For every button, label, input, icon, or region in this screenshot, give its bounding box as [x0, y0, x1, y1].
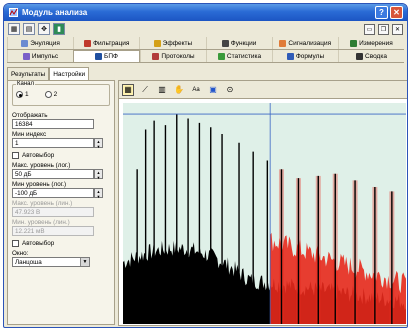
- layout-icon[interactable]: ▤: [23, 23, 35, 35]
- min-level-log-spinner[interactable]: ▲ ▼: [94, 188, 103, 199]
- module-icon: [22, 52, 30, 60]
- channel-label: Канал: [16, 81, 35, 87]
- tab-label: Статистика: [226, 52, 262, 60]
- module-icon: [21, 39, 29, 47]
- tab-settings[interactable]: Настройки: [49, 67, 90, 80]
- spectrum-panel: ▦ ⟋ ▥ ✋ Aa ▣ ⊙: [118, 80, 407, 326]
- module-tabs: Энуляция Фильтрация Эффекты Функции Сигнализ…: [4, 37, 407, 64]
- min-level-log-input[interactable]: -100 дБ ▲ ▼: [12, 188, 103, 199]
- analysis-module-window: Модуль анализа ? ✕ ▦ ▤ ✥ ▮ ▭ ❐ ✕ Энуляци…: [3, 3, 408, 328]
- module-icon: [286, 52, 294, 60]
- tab-label: Импульс: [31, 52, 59, 60]
- min-index-label: Мин индекс: [12, 131, 47, 138]
- channel-1-radio[interactable]: 1: [16, 91, 29, 98]
- min-level-log-label: Мин уровень (лог.): [12, 181, 67, 188]
- display-input[interactable]: 16384: [12, 119, 94, 129]
- cursor-icon[interactable]: ✋: [174, 85, 184, 94]
- tab-1[interactable]: Фильтрация: [73, 37, 139, 49]
- chart-toolbar: ▦ ⟋ ▥ ✋ Aa ▣ ⊙: [119, 81, 407, 99]
- table-icon[interactable]: ▦: [8, 23, 20, 35]
- window-icon[interactable]: ▣: [209, 85, 217, 94]
- max-level-lin-label: Макс. уровень (лин.): [12, 200, 73, 207]
- autoselect-1-checkbox[interactable]: Автовыбор: [12, 151, 110, 159]
- tab-label: Сводка: [365, 52, 387, 60]
- settings-body: Канал 1 2 Отображать 16384 Мин индекс 1 ▲…: [7, 80, 115, 325]
- tab-results[interactable]: Результаты: [7, 67, 50, 80]
- line-chart-icon[interactable]: ⟋: [142, 84, 148, 94]
- channel-2-radio[interactable]: 2: [44, 91, 57, 98]
- panel-subtabs: Результаты Настройки: [7, 67, 115, 80]
- help-button[interactable]: ?: [375, 6, 388, 19]
- tab-10[interactable]: Формулы: [272, 50, 338, 62]
- max-level-log-spinner[interactable]: ▲ ▼: [94, 169, 103, 180]
- tab-label: Энуляция: [30, 39, 60, 47]
- tab-label: Фильтрация: [93, 39, 130, 47]
- module-icon: [84, 39, 92, 47]
- settings-panel: Результаты Настройки Канал 1 2 Отображат…: [7, 67, 115, 325]
- chevron-down-icon[interactable]: ▼: [80, 258, 89, 266]
- window-function-label: Окно:: [12, 250, 29, 257]
- tab-label: Протоколы: [161, 52, 195, 60]
- module-icon: [221, 39, 229, 47]
- window-title: Модуль анализа: [22, 8, 88, 17]
- text-icon[interactable]: Aa: [192, 86, 200, 93]
- channel-group: Канал 1 2: [12, 81, 110, 106]
- spectrum-plot[interactable]: [123, 103, 406, 324]
- tab-4[interactable]: Сигнализация: [271, 37, 338, 49]
- max-level-log-input[interactable]: 50 дБ ▲ ▼: [12, 169, 103, 180]
- tab-label: Измерения: [359, 39, 393, 47]
- tab-label: Функции: [230, 39, 257, 47]
- tab-7[interactable]: БПФ: [73, 50, 140, 62]
- restore-panel-icon[interactable]: ❐: [378, 23, 389, 35]
- module-icon: [279, 39, 287, 47]
- module-icon: [95, 53, 103, 60]
- overlay-area: [270, 232, 406, 324]
- max-level-lin-input: 47.923 В: [12, 207, 94, 217]
- close-button[interactable]: ✕: [390, 6, 403, 19]
- tab-0[interactable]: Энуляция: [7, 37, 73, 49]
- bar-chart-icon[interactable]: ▥: [158, 85, 166, 94]
- tab-5[interactable]: Измерения: [337, 37, 404, 49]
- window-function-select[interactable]: Ланцоша ▼: [12, 257, 90, 267]
- module-icon: [153, 39, 161, 47]
- tab-label: Сигнализация: [288, 39, 332, 47]
- tab-9[interactable]: Статистика: [206, 50, 272, 62]
- max-level-log-label: Макс. уровень (лог.): [12, 162, 71, 169]
- tab-3[interactable]: Функции: [205, 37, 272, 49]
- tab-11[interactable]: Сводка: [338, 50, 404, 62]
- module-icon: [152, 52, 160, 60]
- tab-6[interactable]: Импульс: [7, 50, 73, 62]
- module-tabs-row-1: Энуляция Фильтрация Эффекты Функции Сигнализ…: [7, 37, 404, 50]
- module-icon: [356, 52, 364, 60]
- tab-8[interactable]: Протоколы: [140, 50, 206, 62]
- display-label: Отображать: [12, 112, 48, 119]
- min-level-lin-input: 12.221 мВ: [12, 226, 94, 236]
- module-icon: [350, 39, 358, 47]
- title-bar: Модуль анализа ? ✕: [4, 4, 407, 21]
- close-panel-icon[interactable]: ✕: [392, 23, 403, 35]
- tab-label: Эффекты: [162, 39, 193, 47]
- grid-icon[interactable]: ▦: [122, 83, 134, 96]
- tab-label: БПФ: [104, 53, 118, 60]
- min-index-spinner[interactable]: ▲ ▼: [94, 138, 103, 149]
- tab-2[interactable]: Эффекты: [139, 37, 205, 49]
- settings-icon[interactable]: ✥: [38, 23, 50, 35]
- min-level-lin-label: Мин. уровень (лин.): [12, 219, 70, 226]
- chart-icon[interactable]: ▮: [53, 23, 65, 35]
- minimize-panel-icon[interactable]: ▭: [364, 23, 375, 35]
- min-index-input[interactable]: 1 ▲ ▼: [12, 138, 103, 149]
- zoom-icon[interactable]: ⊙: [226, 85, 234, 94]
- module-icon: [217, 52, 225, 60]
- app-icon: [8, 8, 18, 18]
- main-toolbar: ▦ ▤ ✥ ▮ ▭ ❐ ✕: [4, 21, 407, 37]
- tab-label: Формулы: [295, 52, 325, 60]
- autoselect-2-checkbox[interactable]: Автовыбор: [12, 239, 110, 247]
- module-tabs-row-2: Импульс БПФ Протоколы Статистика Формулы Свод…: [7, 50, 404, 63]
